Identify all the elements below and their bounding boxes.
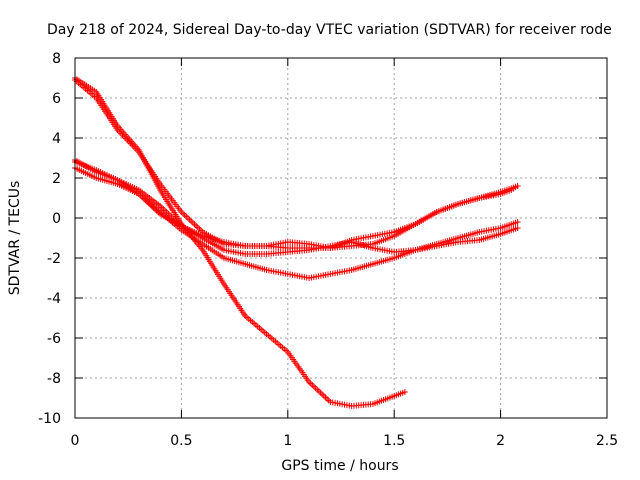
marker-trail — [265, 249, 289, 257]
marker-trail — [222, 282, 247, 318]
marker-trail — [457, 237, 480, 245]
marker-trail — [286, 350, 311, 384]
y-tick-label: 0 — [52, 211, 61, 227]
marker-trail — [499, 225, 519, 237]
marker-trail — [436, 239, 459, 249]
marker-trail — [372, 393, 396, 407]
y-tick-label: 6 — [52, 91, 61, 107]
data-point — [514, 225, 521, 231]
y-tick-label: -4 — [47, 291, 61, 307]
data-point — [401, 389, 408, 395]
marker-trail — [372, 245, 395, 255]
marker-trail — [307, 380, 332, 404]
marker-trail — [265, 239, 289, 249]
marker-trail — [180, 224, 204, 240]
marker-trail — [393, 389, 406, 399]
marker-trail — [159, 212, 183, 228]
marker-trail — [414, 210, 438, 226]
marker-trail — [351, 233, 374, 243]
marker-trail — [308, 271, 331, 281]
y-tick-label: -6 — [47, 331, 61, 347]
marker-trail — [393, 247, 417, 255]
axis-ticks — [74, 57, 608, 419]
marker-trail — [265, 267, 289, 277]
y-tick-label: 8 — [52, 51, 61, 67]
x-tick-label: 2 — [496, 433, 505, 449]
marker-trail — [94, 90, 120, 128]
x-tick-labels: 0 0.5 1 1.5 2 2.5 — [71, 433, 619, 449]
y-tick-label: 4 — [52, 131, 61, 147]
series-track-1 — [72, 75, 408, 409]
marker-trail — [180, 210, 205, 234]
marker-trail — [201, 242, 226, 260]
marker-trail — [223, 239, 246, 249]
marker-trail — [265, 332, 290, 354]
marker-trail — [244, 261, 268, 273]
y-tick-labels: -10 -8 -6 -4 -2 0 2 4 6 8 — [38, 51, 61, 427]
marker-trail — [74, 159, 98, 173]
y-axis-label: SDTVAR / TECUs — [7, 181, 23, 296]
marker-trail — [329, 267, 353, 277]
marker-trail — [244, 314, 268, 336]
grid — [75, 58, 607, 418]
x-tick-label: 2.5 — [596, 433, 618, 449]
x-tick-label: 1.5 — [383, 433, 405, 449]
data-points — [72, 75, 521, 409]
marker-trail — [372, 255, 396, 267]
marker-trail — [372, 229, 395, 239]
marker-trail — [201, 236, 226, 252]
series-track-3 — [72, 157, 521, 251]
marker-trail — [94, 96, 120, 132]
data-point — [514, 183, 521, 189]
marker-trail — [116, 178, 140, 196]
marker-trail — [350, 239, 374, 251]
marker-trail — [287, 271, 310, 281]
marker-trail — [200, 248, 226, 286]
marker-trail — [499, 183, 519, 195]
marker-trail — [158, 182, 183, 214]
data-point — [514, 219, 521, 225]
series-track-4 — [72, 165, 521, 281]
marker-trail — [478, 225, 502, 235]
marker-trail — [95, 168, 119, 182]
x-tick-label: 0.5 — [170, 433, 192, 449]
series-track-5 — [72, 159, 521, 257]
marker-trail — [457, 229, 481, 241]
marker-trail — [287, 247, 310, 255]
x-tick-label: 1 — [283, 433, 292, 449]
marker-trail — [308, 243, 331, 253]
y-tick-label: -10 — [38, 411, 61, 427]
marker-trail — [223, 247, 246, 257]
marker-trail — [457, 195, 481, 207]
marker-trail — [244, 251, 268, 257]
marker-trail — [223, 255, 247, 267]
marker-trail — [478, 189, 502, 201]
marker-trail — [180, 228, 204, 246]
marker-trail — [95, 175, 119, 187]
marker-trail — [158, 188, 184, 226]
y-tick-label: -2 — [47, 251, 61, 267]
plot-frame — [74, 57, 608, 419]
marker-trail — [372, 233, 396, 247]
marker-trail — [350, 261, 374, 273]
series-track-2 — [72, 77, 521, 251]
marker-trail — [351, 401, 374, 409]
x-axis-label: GPS time / hours — [281, 458, 398, 474]
marker-trail — [137, 192, 162, 216]
marker-trail — [329, 399, 353, 409]
y-tick-label: -8 — [47, 371, 61, 387]
y-tick-label: 2 — [52, 171, 61, 187]
chart-title: Day 218 of 2024, Sidereal Day-to-day VTE… — [47, 22, 612, 38]
marker-trail — [393, 221, 417, 235]
x-tick-label: 0 — [71, 433, 80, 449]
marker-trail — [137, 150, 162, 186]
